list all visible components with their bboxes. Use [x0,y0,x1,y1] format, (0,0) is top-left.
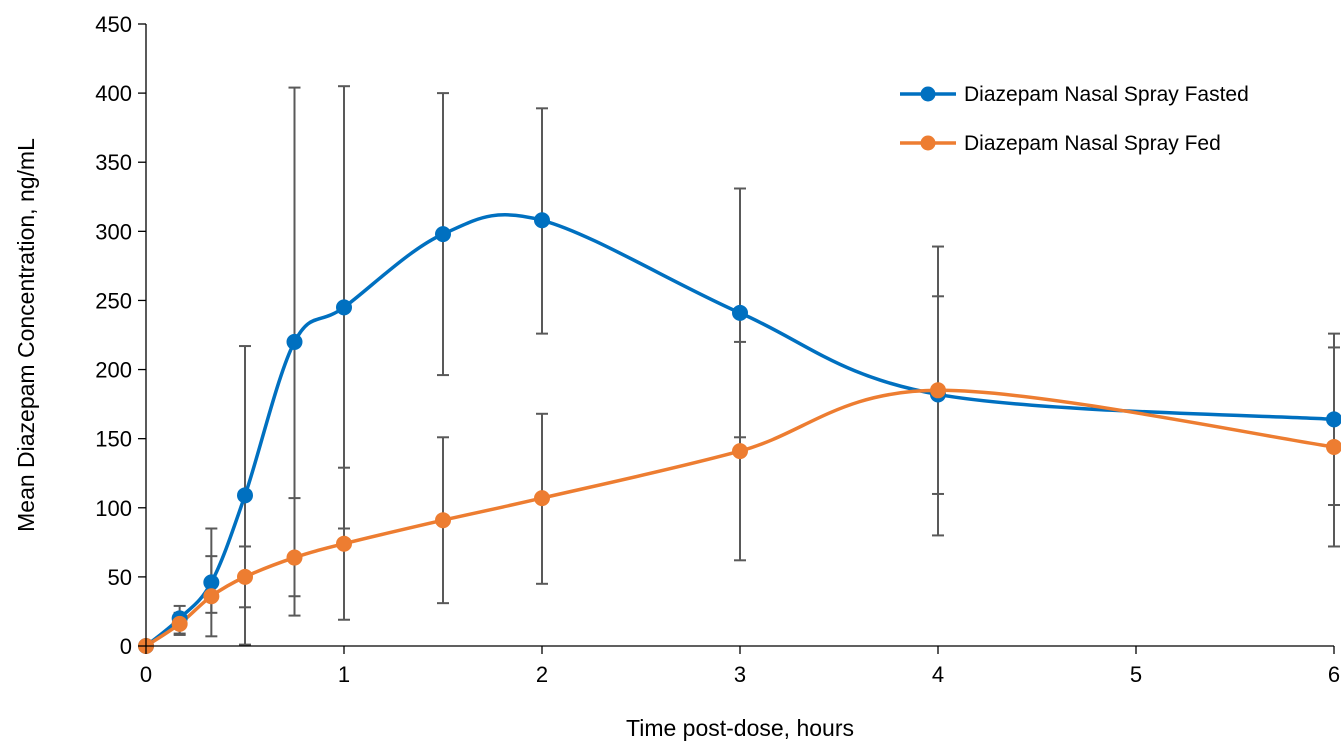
axes [138,23,1335,654]
y-tick-label: 100 [95,496,132,521]
data-point-series-1 [203,588,220,605]
legend-entry: Diazepam Nasal Spray Fasted [900,83,1249,106]
y-tick-label: 150 [95,427,132,452]
legend-label: Diazepam Nasal Spray Fasted [964,83,1249,106]
x-axis-title: Time post-dose, hours [626,715,854,741]
data-point-series-0 [435,226,451,243]
data-point-series-1 [534,490,550,507]
data-point-series-1 [171,615,188,632]
x-tick-label: 3 [734,662,746,687]
data-point-series-0 [1326,411,1341,428]
legend: Diazepam Nasal Spray Fasted Diazepam Nasa… [900,83,1249,155]
legend-swatch-marker [920,86,936,102]
data-point-series-0 [336,299,352,316]
data-point-series-1 [435,512,451,529]
y-tick-label: 450 [95,12,132,37]
error-bars [173,85,1340,646]
y-tick-label: 0 [120,634,132,659]
y-tick-label: 50 [108,565,132,590]
x-tick-label: 6 [1328,662,1340,687]
x-tick-label: 1 [338,662,350,687]
data-point-series-1 [237,568,253,585]
legend-entry: Diazepam Nasal Spray Fed [900,132,1221,155]
data-point-series-0 [732,304,748,321]
y-tick-label: 200 [95,358,132,383]
data-point-series-1 [732,443,748,460]
data-point-series-1 [336,535,352,552]
y-tick-label: 400 [95,81,132,106]
legend-swatch-marker [920,135,936,151]
x-tick-label: 4 [932,662,944,687]
y-tick-label: 250 [95,288,132,313]
data-point-series-1 [286,549,303,566]
y-tick-label: 300 [95,219,132,244]
y-axis-title: Mean Diazepam Concentration, ng/mL [13,138,39,532]
legend-label: Diazepam Nasal Spray Fed [964,132,1221,155]
data-point-series-0 [286,333,303,350]
y-tick-label: 350 [95,150,132,175]
data-point-series-0 [203,574,220,591]
x-tick-label: 0 [140,662,152,687]
data-point-series-1 [930,382,946,399]
x-tick-label: 5 [1130,662,1142,687]
tick-labels: 0 50 100 150 200 250 300 350 400 450 0 1 2 3 4 5 6 [95,12,1340,687]
data-point-series-1 [1326,438,1341,455]
data-point-series-0 [534,212,550,229]
x-tick-label: 2 [536,662,548,687]
data-point-series-0 [237,487,253,504]
